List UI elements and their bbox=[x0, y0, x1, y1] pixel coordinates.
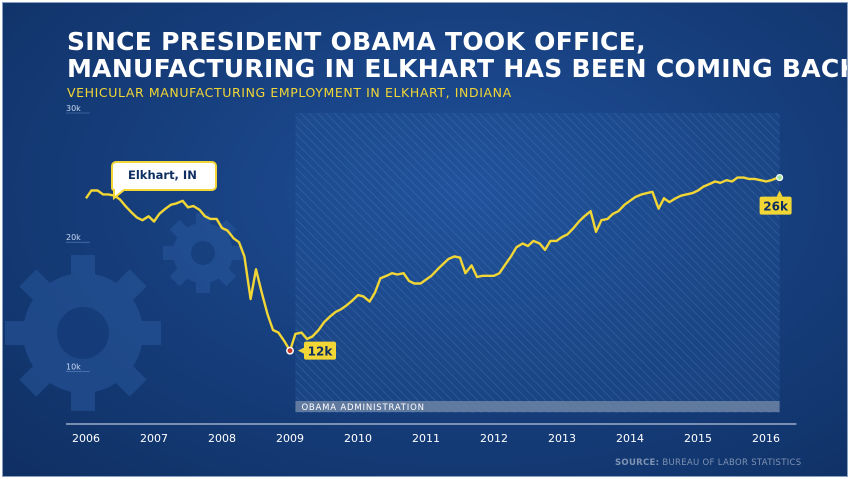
source-credit: SOURCE: BUREAU OF LABOR STATISTICS bbox=[615, 458, 801, 468]
x-tick-label: 2012 bbox=[480, 432, 508, 445]
y-tick-label: 10k bbox=[66, 362, 81, 371]
gridlines bbox=[66, 112, 90, 372]
band-label: OBAMA ADMINISTRATION bbox=[301, 403, 424, 413]
low-value-box bbox=[304, 341, 336, 360]
low-value-label: 12k bbox=[308, 345, 334, 359]
y-tick-label: 30k bbox=[66, 104, 81, 113]
low-point-marker bbox=[286, 346, 294, 355]
x-tick-label: 2016 bbox=[752, 432, 780, 445]
series-line bbox=[85, 176, 780, 352]
x-tick-label: 2007 bbox=[140, 432, 168, 445]
source-text: BUREAU OF LABOR STATISTICS bbox=[662, 458, 802, 468]
high-point-marker bbox=[775, 173, 784, 182]
band-label-bar bbox=[295, 401, 780, 412]
x-tick-label: 2013 bbox=[548, 432, 576, 445]
gear-icon bbox=[5, 213, 243, 411]
x-tick-label: 2010 bbox=[344, 432, 372, 445]
band-hatch bbox=[295, 113, 780, 413]
y-axis: 10k 20k 30k bbox=[66, 104, 81, 371]
employment-series bbox=[85, 176, 780, 352]
high-value-label: 26k bbox=[763, 200, 789, 214]
high-value-pointer bbox=[776, 190, 783, 197]
chart-subtitle: VEHICULAR MANUFACTURING EMPLOYMENT IN EL… bbox=[67, 85, 512, 100]
series-label: Elkhart, IN bbox=[128, 168, 197, 182]
x-tick-label: 2009 bbox=[276, 432, 304, 445]
chart-title-line-2: MANUFACTURING IN ELKHART HAS BEEN COMING… bbox=[67, 54, 848, 83]
x-tick-label: 2015 bbox=[684, 432, 712, 445]
chart-title-line-1: SINCE PRESIDENT OBAMA TOOK OFFICE, bbox=[67, 27, 646, 56]
obama-administration-region: OBAMA ADMINISTRATION bbox=[295, 113, 780, 413]
low-value-pointer bbox=[298, 347, 304, 354]
x-tick-label: 2011 bbox=[412, 432, 440, 445]
high-value-box bbox=[759, 196, 792, 215]
x-axis: 2006 2007 2008 2009 2010 2011 2012 2013 2014 2015… bbox=[66, 423, 797, 445]
source-label: SOURCE: bbox=[615, 458, 660, 468]
x-tick-label: 2008 bbox=[208, 432, 236, 445]
series-label-callout bbox=[111, 161, 217, 201]
x-tick-label: 2006 bbox=[72, 432, 100, 445]
annotations: Elkhart, IN 12k 26k bbox=[111, 161, 792, 360]
y-tick-label: 20k bbox=[66, 233, 81, 242]
x-tick-label: 2014 bbox=[616, 432, 644, 445]
